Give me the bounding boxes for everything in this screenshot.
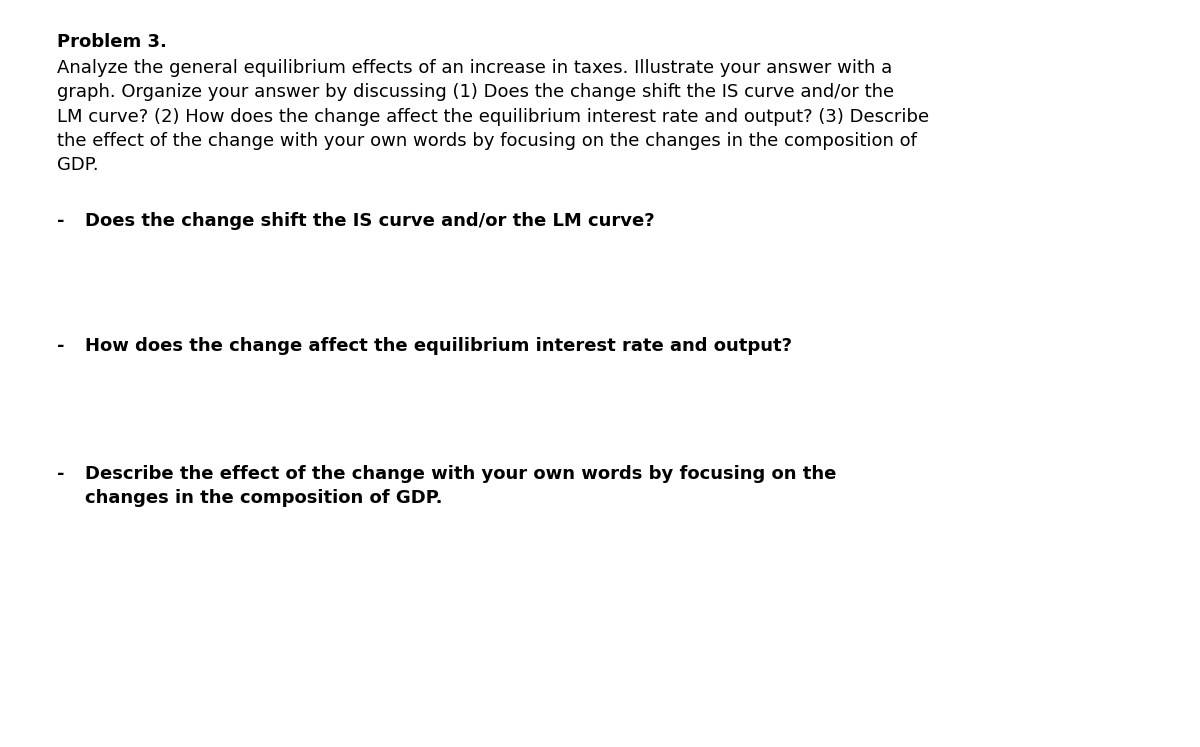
Text: -: - — [58, 465, 65, 483]
Text: How does the change affect the equilibrium interest rate and output?: How does the change affect the equilibri… — [85, 337, 792, 355]
Text: -: - — [58, 212, 65, 230]
Text: Problem 3.: Problem 3. — [58, 33, 167, 51]
Text: Describe the effect of the change with your own words by focusing on the
changes: Describe the effect of the change with y… — [85, 465, 836, 507]
Text: Analyze the general equilibrium effects of an increase in taxes. Illustrate your: Analyze the general equilibrium effects … — [58, 59, 929, 174]
Text: -: - — [58, 337, 65, 355]
Text: Does the change shift the IS curve and/or the LM curve?: Does the change shift the IS curve and/o… — [85, 212, 655, 230]
